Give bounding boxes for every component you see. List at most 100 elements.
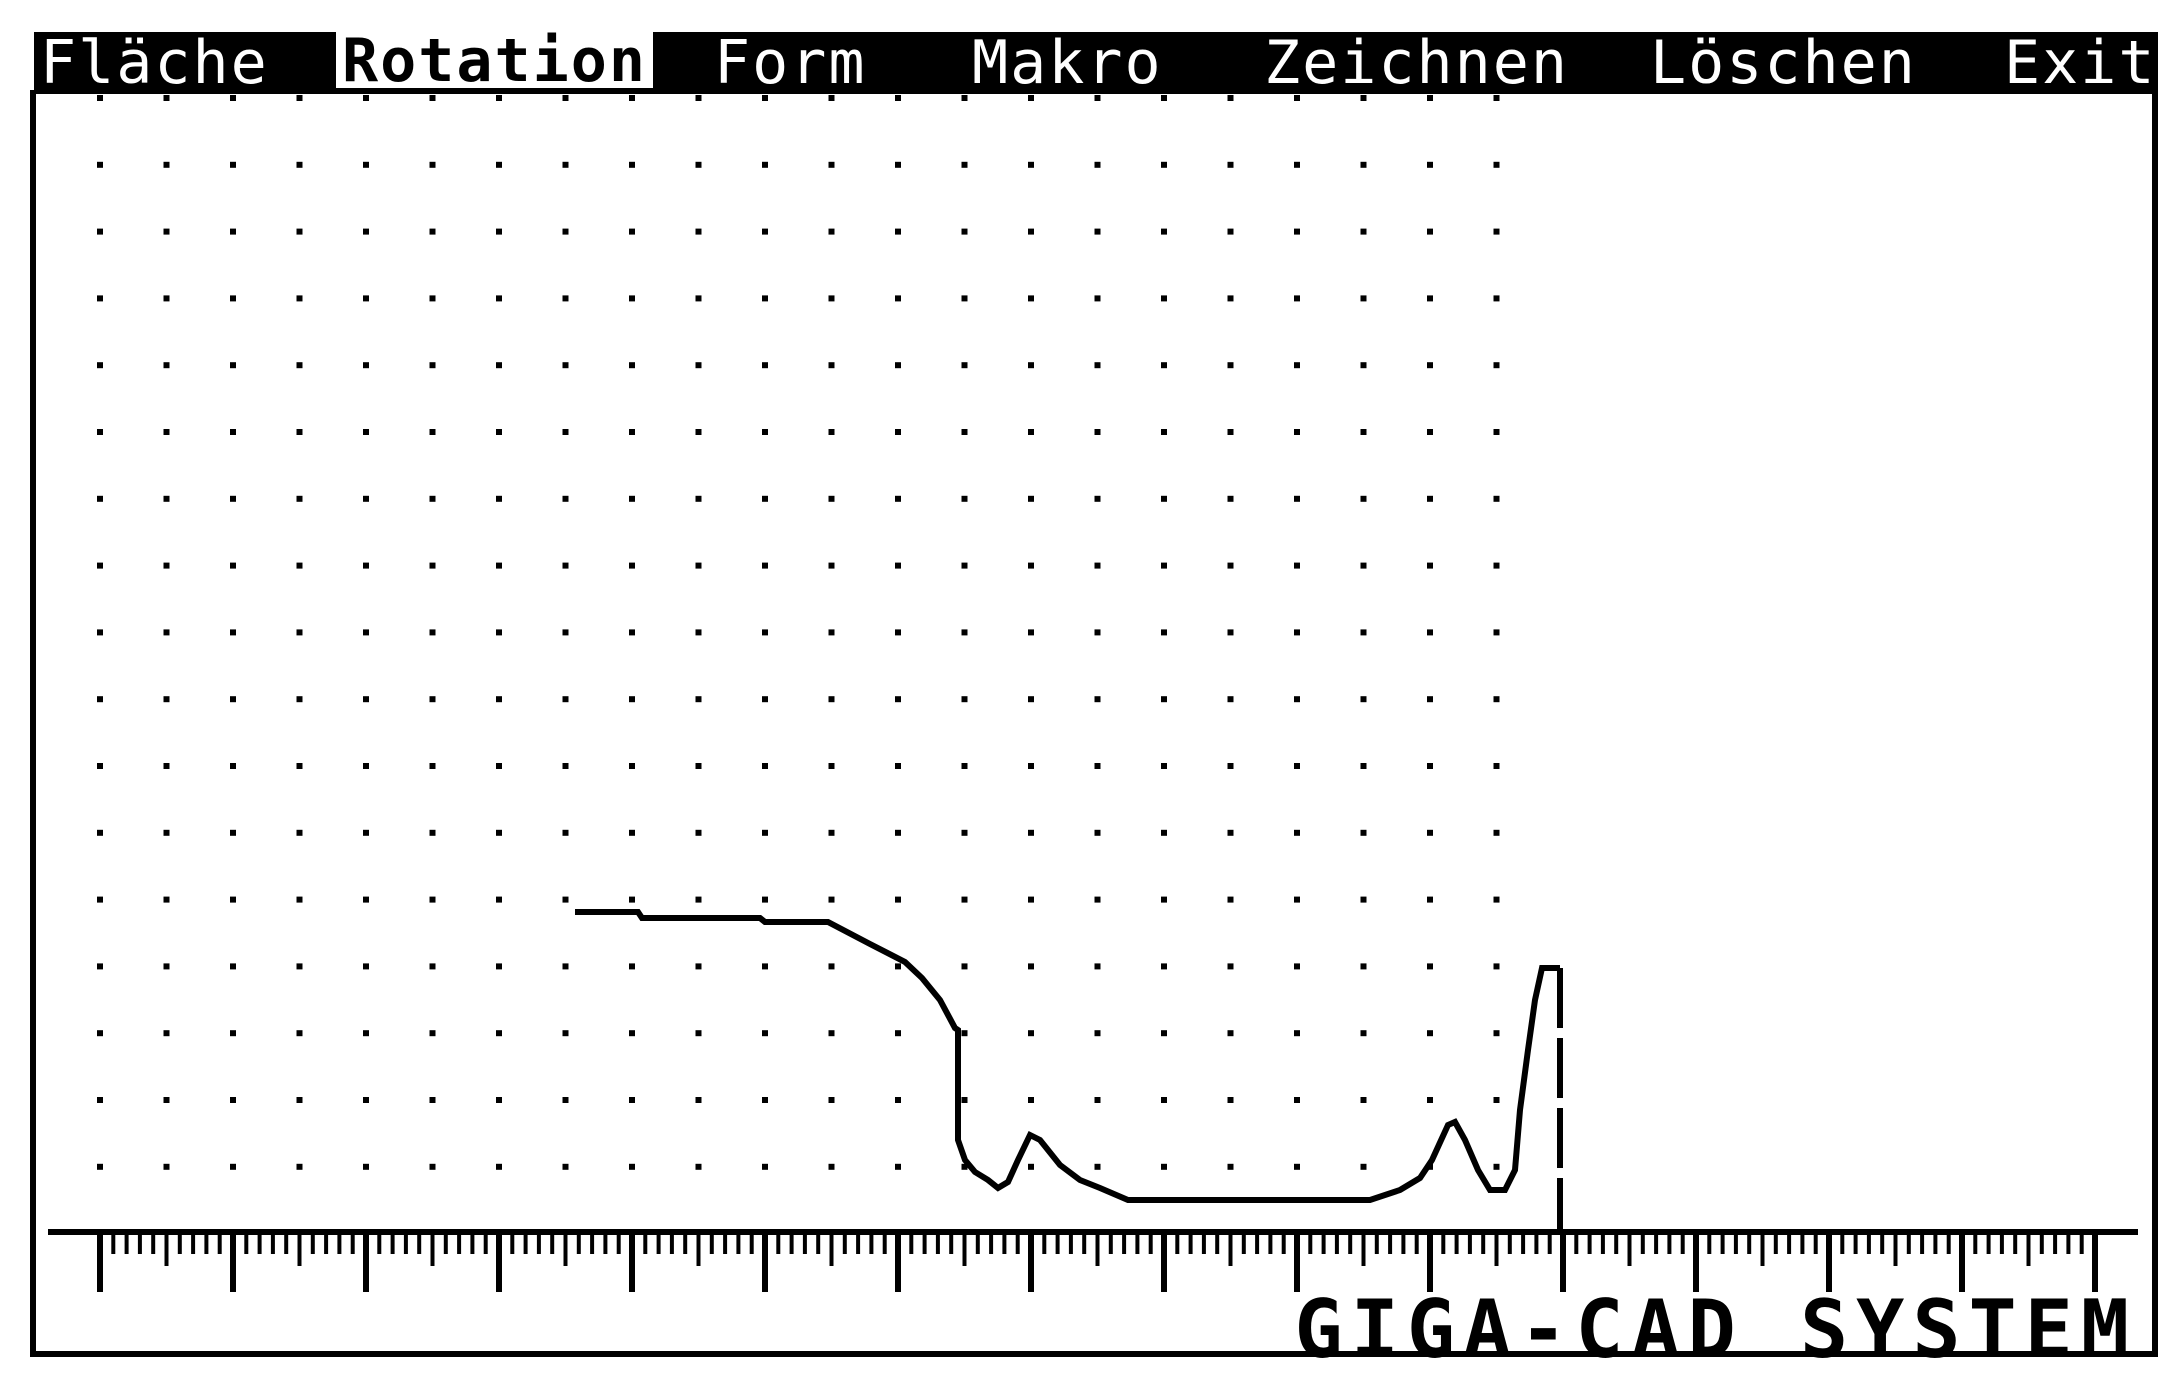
grid-dot xyxy=(828,896,835,903)
rotation-profile-line[interactable] xyxy=(575,909,1560,1203)
grid-dot xyxy=(1227,629,1234,636)
grid-dot xyxy=(296,629,303,636)
grid-dot xyxy=(1493,963,1500,970)
grid-dot xyxy=(230,362,236,369)
grid-dot xyxy=(1028,896,1034,903)
grid-dot xyxy=(429,1097,436,1103)
menu-item-exit[interactable]: Exit xyxy=(2004,28,2157,98)
grid-dot xyxy=(230,562,236,569)
menu-item-flaeche[interactable]: Fläche xyxy=(40,28,269,98)
grid-dot xyxy=(1227,429,1234,435)
grid-dot xyxy=(429,629,436,636)
grid-dot xyxy=(828,495,835,502)
grid-dot xyxy=(762,629,768,636)
grid-dot xyxy=(1094,763,1101,769)
grid-dot xyxy=(296,696,303,703)
grid-dot xyxy=(163,95,170,101)
grid-dot xyxy=(1360,696,1367,703)
grid-dot xyxy=(1360,829,1367,836)
grid-dot xyxy=(1427,429,1433,435)
grid-dot xyxy=(1094,1030,1101,1037)
grid-dot xyxy=(895,1163,901,1170)
grid-dot xyxy=(1161,696,1167,703)
grid-dot xyxy=(429,228,436,235)
grid-dot xyxy=(828,228,835,235)
grid-dot xyxy=(496,1097,502,1103)
grid-dot xyxy=(163,963,170,970)
grid-dot xyxy=(895,362,901,369)
grid-dot xyxy=(296,1163,303,1170)
grid-dot xyxy=(695,362,702,369)
grid-dot xyxy=(1094,95,1101,101)
grid-dot xyxy=(695,963,702,970)
grid-dot xyxy=(1094,161,1101,168)
grid-dot xyxy=(1427,696,1433,703)
grid-dot xyxy=(762,95,768,101)
grid-dot xyxy=(1360,95,1367,101)
grid-dot xyxy=(629,562,635,569)
grid-dot xyxy=(1493,696,1500,703)
grid-dot xyxy=(562,1163,569,1170)
grid-dot xyxy=(1028,161,1034,168)
grid-dot xyxy=(1427,161,1433,168)
grid-dot xyxy=(1427,362,1433,369)
grid-dot xyxy=(97,896,103,903)
grid-dot xyxy=(1294,896,1300,903)
grid-dot xyxy=(296,161,303,168)
grid-dot xyxy=(562,896,569,903)
grid-dot xyxy=(1094,562,1101,569)
grid-dot xyxy=(163,896,170,903)
grid-dot xyxy=(961,562,968,569)
grid-dot xyxy=(762,963,768,970)
grid-dot xyxy=(1360,161,1367,168)
menu-item-makro[interactable]: Makro xyxy=(972,28,1163,98)
grid-dot xyxy=(1294,161,1300,168)
grid-dot xyxy=(97,161,103,168)
grid-dot xyxy=(1161,1030,1167,1037)
grid-dot xyxy=(230,763,236,769)
grid-dot xyxy=(1294,362,1300,369)
grid-dot xyxy=(429,495,436,502)
grid-dot xyxy=(629,963,635,970)
grid-dot xyxy=(1294,295,1300,302)
grid-dot xyxy=(961,429,968,435)
grid-dot xyxy=(496,429,502,435)
grid-dot xyxy=(1427,829,1433,836)
grid-dot xyxy=(97,1097,103,1103)
grid-dot xyxy=(496,763,502,769)
grid-dot xyxy=(629,629,635,636)
grid-dot xyxy=(363,963,369,970)
grid-dot xyxy=(496,362,502,369)
grid-dot xyxy=(1427,896,1433,903)
grid-dot xyxy=(1427,1030,1433,1037)
grid-dot xyxy=(695,829,702,836)
grid-dot xyxy=(1493,1097,1500,1103)
grid-dot xyxy=(1028,1030,1034,1037)
grid-dot xyxy=(562,295,569,302)
grid-dot xyxy=(97,562,103,569)
grid-dot xyxy=(828,95,835,101)
grid-dot xyxy=(1161,1097,1167,1103)
grid-dot xyxy=(496,562,502,569)
grid-dot xyxy=(296,963,303,970)
grid-dot xyxy=(296,896,303,903)
menu-item-loeschen[interactable]: Löschen xyxy=(1650,28,1917,98)
grid-dot xyxy=(629,228,635,235)
menu-item-rotation[interactable]: Rotation xyxy=(330,31,659,94)
grid-dot xyxy=(1360,1097,1367,1103)
grid-dot xyxy=(1161,228,1167,235)
grid-dot xyxy=(1161,963,1167,970)
grid-dot xyxy=(1493,228,1500,235)
drawing-area-frame[interactable] xyxy=(30,90,2158,1357)
grid-dot xyxy=(1227,495,1234,502)
grid-dot xyxy=(695,95,702,101)
grid-dot xyxy=(429,896,436,903)
grid-dot xyxy=(1493,1163,1500,1170)
grid-dot xyxy=(1493,362,1500,369)
grid-dot xyxy=(1427,963,1433,970)
grid-dot xyxy=(1094,228,1101,235)
menu-item-zeichnen[interactable]: Zeichnen xyxy=(1264,28,1569,98)
grid-dot xyxy=(363,161,369,168)
menu-item-form[interactable]: Form xyxy=(714,28,867,98)
